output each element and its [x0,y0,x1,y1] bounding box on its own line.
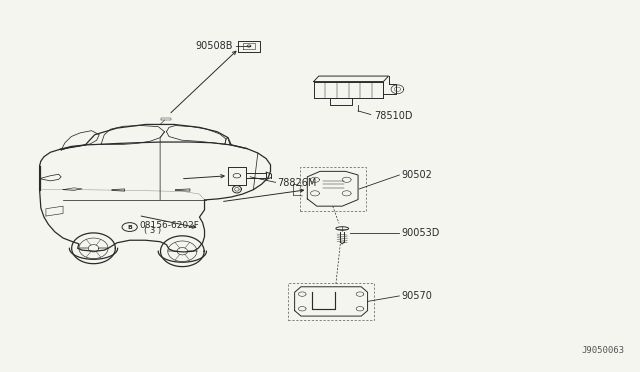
Text: ( 3 ): ( 3 ) [143,226,161,235]
Text: 90570: 90570 [401,291,432,301]
Text: 90508B: 90508B [195,41,232,51]
Text: B: B [127,225,132,230]
Text: 78826M: 78826M [278,179,317,189]
Text: 08156-6202F: 08156-6202F [139,221,199,230]
Text: 90053D: 90053D [401,228,440,238]
Text: J9050063: J9050063 [582,346,625,355]
Text: 78510D: 78510D [374,110,412,121]
Text: 90502: 90502 [401,170,432,180]
